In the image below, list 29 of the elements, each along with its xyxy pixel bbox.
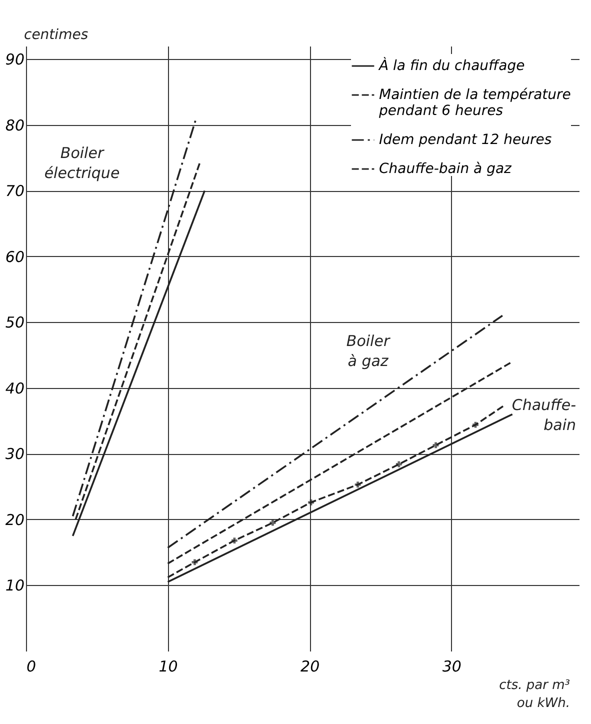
point [396, 461, 402, 468]
point [354, 482, 361, 488]
legend-label: Chauffe-bain à gaz [379, 161, 512, 177]
annotation: Chauffe- bain [512, 396, 576, 434]
x-tick-label: 10 [158, 658, 178, 676]
legend-label: À la fin du chauffage [378, 57, 525, 74]
y-tick-label: 70 [5, 182, 24, 200]
annotation: Boiler à gaz [346, 332, 390, 370]
x-tick-label: 0 [26, 658, 36, 676]
x-tick-label: 30 [442, 658, 462, 676]
point [432, 442, 439, 448]
y-tick-label: 10 [5, 576, 24, 595]
point [308, 499, 314, 506]
y-tick-label: 30 [5, 445, 24, 464]
y-tick-label: 60 [5, 248, 24, 266]
legend-label: Idem pendant 12 heures [379, 132, 552, 148]
y-tick-label: 20 [5, 510, 24, 529]
x-axis-title: cts. par m³ ou kWh. [499, 678, 570, 711]
annotation: Boiler électrique [44, 144, 120, 182]
point [270, 520, 276, 526]
y-tick-label: 40 [5, 379, 24, 398]
y-tick-label: 80 [5, 116, 24, 134]
y-tick-label: 90 [5, 50, 24, 69]
x-tick-label: 20 [300, 658, 320, 676]
legend-label: Maintien de la température pendant 6 heures [378, 87, 571, 119]
y-tick-label: 50 [5, 314, 24, 332]
point [192, 559, 198, 566]
point [472, 422, 478, 428]
y-axis-title: centimes [24, 27, 88, 43]
